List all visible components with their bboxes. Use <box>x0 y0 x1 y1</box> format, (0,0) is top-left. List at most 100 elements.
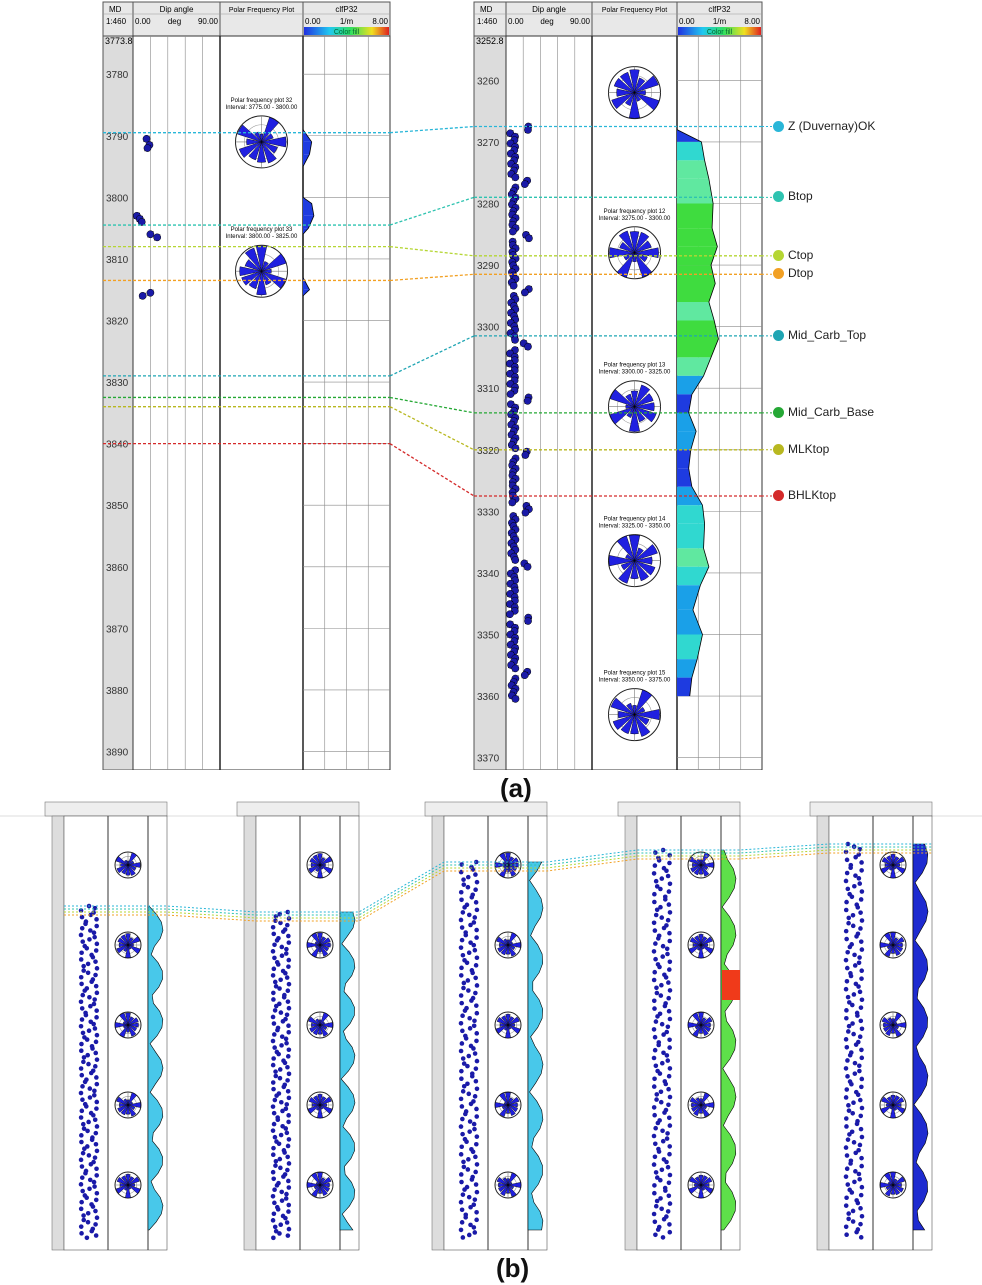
panel-b-dip-point <box>858 1113 864 1119</box>
panel-b-dip-point <box>92 1088 97 1094</box>
panel-b-dip-point <box>846 1000 852 1005</box>
p32-fill-segment <box>677 357 711 376</box>
rose-petal <box>311 1022 321 1028</box>
dip-point <box>521 508 530 517</box>
rose-petal <box>700 1177 713 1186</box>
md-label: MD <box>109 5 122 14</box>
rose-petal <box>499 852 509 866</box>
panel-b-dip-point <box>844 1124 849 1129</box>
panel-b-dip-point <box>857 955 862 960</box>
rose-petal <box>634 384 651 407</box>
panel-b-dip-point <box>468 922 473 928</box>
panel-b-dip-point <box>281 1174 286 1179</box>
panel-b-dip-point <box>78 1157 84 1163</box>
panel-b-dip-point <box>667 1016 673 1022</box>
panel-b-dip-point <box>460 910 466 915</box>
dip-point <box>142 134 151 143</box>
rose-petal <box>884 863 894 867</box>
rose-interval: Interval: 3775.00 - 3800.00 <box>226 105 298 111</box>
rose-petal <box>317 864 323 879</box>
marker-icon <box>773 120 784 132</box>
panel-b-dip-point <box>280 1108 285 1114</box>
dip-point <box>521 288 529 297</box>
panel-b-dip-point <box>665 1058 671 1063</box>
rose-petal <box>127 1024 138 1032</box>
rose-interval: Interval: 3350.00 - 3375.00 <box>599 678 671 684</box>
rose-petal <box>127 1104 137 1117</box>
rose-petal <box>127 944 141 954</box>
panel-b-dip-point <box>473 1078 479 1084</box>
panel-b-dip-point <box>94 1166 99 1172</box>
rose-petal <box>698 1174 704 1186</box>
rose-petal <box>700 936 708 946</box>
panel-b-dip-point <box>660 954 666 959</box>
panel-b-dip-point <box>667 988 673 993</box>
panel-b-p32-curve <box>720 849 737 1231</box>
panel-b-dip-point <box>80 1097 85 1103</box>
dip-point <box>511 664 520 673</box>
panel-b-dip-point <box>845 949 850 955</box>
depth-tick-label: 3880 <box>106 686 129 697</box>
rose-petal <box>886 1096 894 1106</box>
rose-petal <box>891 1024 895 1034</box>
polar-frequency-plot <box>608 380 661 434</box>
panel-b-dip-point <box>88 1161 94 1167</box>
p32-fill-segment <box>677 228 718 247</box>
rose-petal <box>634 544 658 561</box>
panel-b-dip-point <box>78 957 84 962</box>
rose-petal <box>319 864 324 870</box>
panel-b-dip-point <box>273 1073 279 1079</box>
p32-min: 0.00 <box>679 17 695 26</box>
panel-b-dip-point <box>88 912 94 918</box>
rose-petal <box>501 1015 509 1026</box>
panel-b-dip-point <box>651 998 657 1004</box>
rose-interval: Interval: 3300.00 - 3325.00 <box>599 370 671 376</box>
rose-petal <box>695 1097 702 1106</box>
rose-petal <box>507 856 515 866</box>
panel-b-rose <box>306 1171 334 1199</box>
panel-b-dip-point <box>464 1139 469 1145</box>
panel-b-dip-point <box>80 1188 85 1194</box>
rose-petal <box>239 266 262 277</box>
panel-b-dip-point <box>471 920 477 925</box>
panel-b-dip-point <box>652 1112 657 1118</box>
panel-b-dip-point <box>460 952 466 958</box>
panel-b-dip-point <box>844 1166 850 1172</box>
rose-petal <box>127 862 141 868</box>
rose-petal <box>319 1176 332 1186</box>
panel-b-dip-point <box>666 902 672 907</box>
panel-b-dip-point <box>849 1190 855 1195</box>
p32-fill-segment <box>677 203 714 229</box>
rose-petal <box>507 944 517 957</box>
marker-label: Btop <box>788 189 813 204</box>
panel-b-dip-point <box>93 959 98 964</box>
panel-b-dip-point <box>843 907 849 913</box>
rose-petal <box>613 78 635 93</box>
panel-b-dip-point <box>272 1097 278 1103</box>
panel-b-dip-point <box>80 939 86 944</box>
panel-b-dip-point <box>94 941 100 947</box>
rose-petal <box>507 1184 517 1198</box>
panel-b-dip-point <box>473 872 478 877</box>
rose-petal <box>310 862 321 868</box>
rose-petal <box>507 1102 518 1108</box>
panel-b-dip-point <box>849 894 855 900</box>
panel-b-dip-point <box>853 1169 858 1174</box>
rose-petal <box>692 943 702 947</box>
rose-petal <box>700 862 714 868</box>
panel-b-dip-point <box>651 1133 657 1139</box>
colorfill-label: Color fill <box>707 29 733 36</box>
panel-b-dip-point <box>652 969 658 975</box>
panel-b-dip-point <box>856 1171 862 1177</box>
panel-b-dip-point <box>270 1152 276 1158</box>
panel-b-dip-point <box>473 990 478 996</box>
panel-b-dip-point <box>78 1066 84 1071</box>
panel-b-dip-point <box>472 1126 477 1132</box>
rose-petal <box>693 864 702 876</box>
panel-b-dip-point <box>93 972 98 978</box>
panel-b-p32-curve <box>339 911 356 1231</box>
rose-petal <box>507 1023 516 1027</box>
p32-label: clfP32 <box>335 5 358 14</box>
panel-b-dip-point <box>93 1039 99 1045</box>
rose-petal <box>308 1016 321 1026</box>
